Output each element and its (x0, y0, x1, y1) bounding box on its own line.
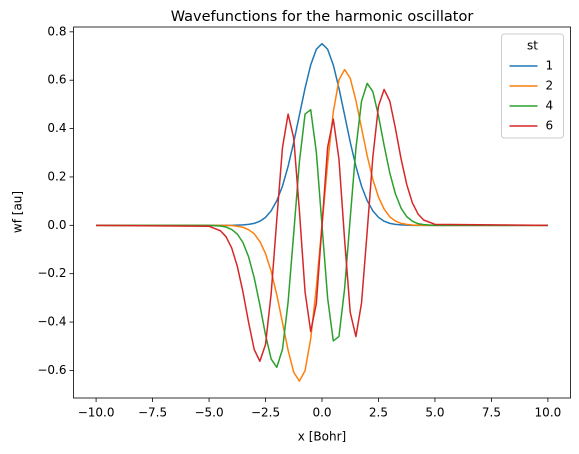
series-line (96, 88, 548, 362)
y-tick-label: −0.2 (37, 266, 66, 280)
series-line (96, 42, 548, 227)
x-tick-label: 5.0 (425, 406, 444, 420)
legend-title: st (527, 39, 538, 53)
x-tick-label: −5.0 (194, 406, 223, 420)
x-tick-label: 10.0 (535, 406, 562, 420)
x-tick-label: −7.5 (138, 406, 167, 420)
y-tick-label: 0.6 (47, 73, 66, 87)
x-tick-label: 7.5 (482, 406, 501, 420)
y-axis-label: wf [au] (11, 191, 25, 233)
x-tick-label: −10.0 (78, 406, 115, 420)
y-tick-label: 0.4 (47, 121, 66, 135)
legend-label: 1 (546, 59, 554, 73)
y-tick-label: 0.2 (47, 169, 66, 183)
chart-title: Wavefunctions for the harmonic oscillato… (171, 9, 474, 25)
y-tick-label: 0.0 (47, 218, 66, 232)
y-tick-label: −0.6 (37, 363, 66, 377)
legend-label: 4 (546, 99, 554, 113)
x-tick-label: −2.5 (251, 406, 280, 420)
x-tick-label: 2.5 (369, 406, 388, 420)
y-tick-label: 0.8 (47, 24, 66, 38)
y-tick-label: −0.4 (37, 315, 66, 329)
legend-label: 6 (546, 119, 554, 133)
plot-frame (73, 26, 571, 399)
legend-label: 2 (546, 79, 554, 93)
x-tick-label: 0.0 (312, 406, 331, 420)
legend: st 1 2 4 6 (501, 33, 564, 139)
x-axis-label: x [Bohr] (298, 430, 346, 444)
